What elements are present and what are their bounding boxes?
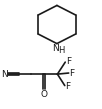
Text: F: F [66, 57, 71, 66]
Text: F: F [69, 69, 75, 77]
Text: H: H [58, 46, 64, 55]
Text: N: N [53, 44, 59, 54]
Text: O: O [41, 90, 48, 100]
Text: N: N [1, 70, 7, 79]
Text: F: F [66, 82, 71, 91]
